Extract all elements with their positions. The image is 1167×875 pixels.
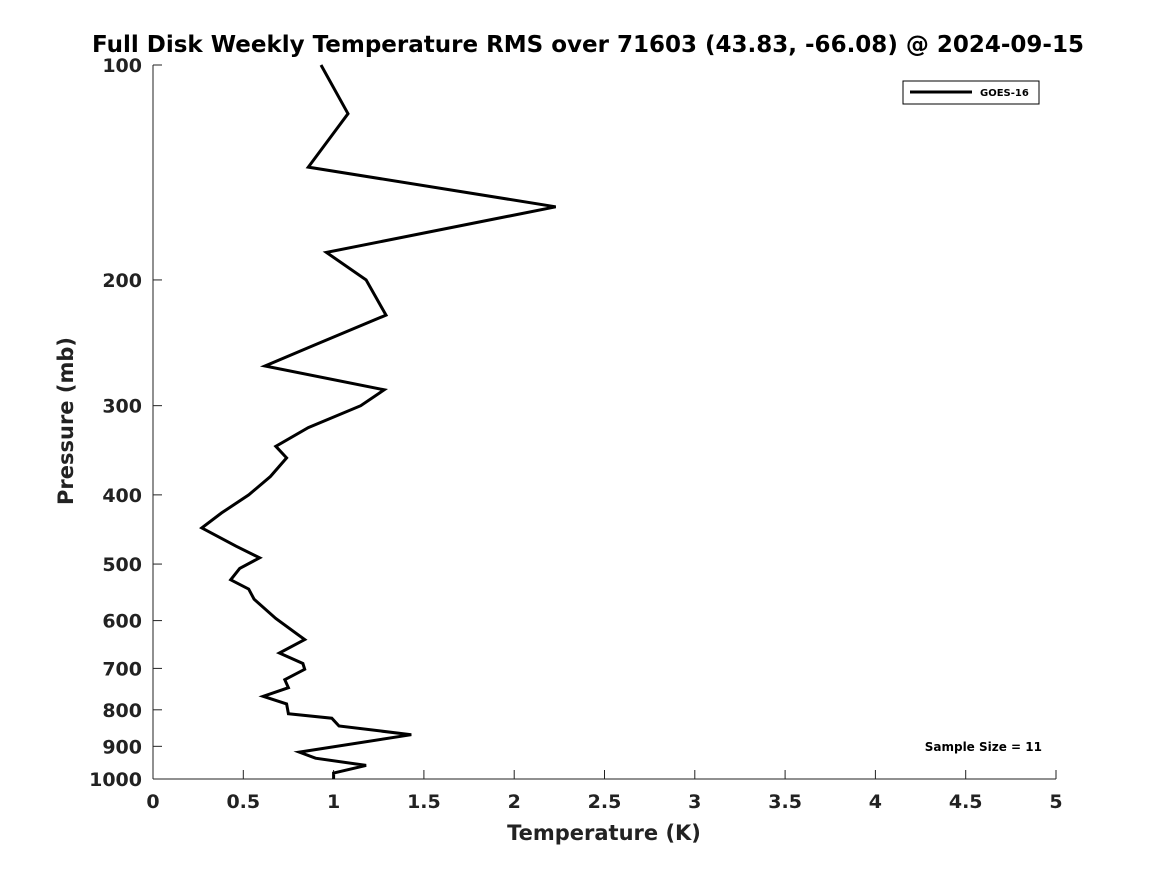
x-tick-label: 4	[869, 791, 882, 813]
x-tick-label: 3	[688, 791, 701, 813]
sample-size-annotation: Sample Size = 11	[925, 740, 1042, 754]
x-tick-label: 0	[146, 791, 159, 813]
y-axis-label: Pressure (mb)	[54, 337, 78, 505]
y-tick-label: 200	[102, 270, 142, 292]
y-tick-label: 900	[102, 736, 142, 758]
x-tick-label: 3.5	[768, 791, 802, 813]
y-tick-label: 1000	[89, 769, 142, 791]
x-tick-label: 2	[508, 791, 521, 813]
y-axis-ticks: 100 200 300 400 500 600 700 800 900 1000	[89, 55, 162, 791]
chart-title: Full Disk Weekly Temperature RMS over 71…	[92, 32, 1084, 58]
x-axis-ticks: 0 0.5 1 1.5 2 2.5 3 3.5 4 4.5 5	[146, 770, 1063, 813]
legend-label: GOES-16	[980, 88, 1029, 99]
y-tick-label: 700	[102, 658, 142, 680]
y-tick-label: 400	[102, 485, 142, 507]
x-tick-label: 2.5	[588, 791, 622, 813]
x-tick-label: 1	[327, 791, 340, 813]
x-axis-label: Temperature (K)	[507, 821, 701, 845]
x-tick-label: 5	[1049, 791, 1062, 813]
legend: GOES-16	[902, 80, 1040, 105]
y-tick-label: 600	[102, 611, 142, 633]
y-tick-label: 100	[102, 55, 142, 77]
y-tick-label: 800	[102, 700, 142, 722]
y-tick-label: 300	[102, 396, 142, 418]
series-layer	[199, 64, 556, 779]
x-tick-label: 4.5	[949, 791, 983, 813]
series-line-goes-16	[199, 64, 556, 779]
x-tick-label: 1.5	[407, 791, 441, 813]
y-tick-label: 500	[102, 554, 142, 576]
x-tick-label: 0.5	[226, 791, 260, 813]
